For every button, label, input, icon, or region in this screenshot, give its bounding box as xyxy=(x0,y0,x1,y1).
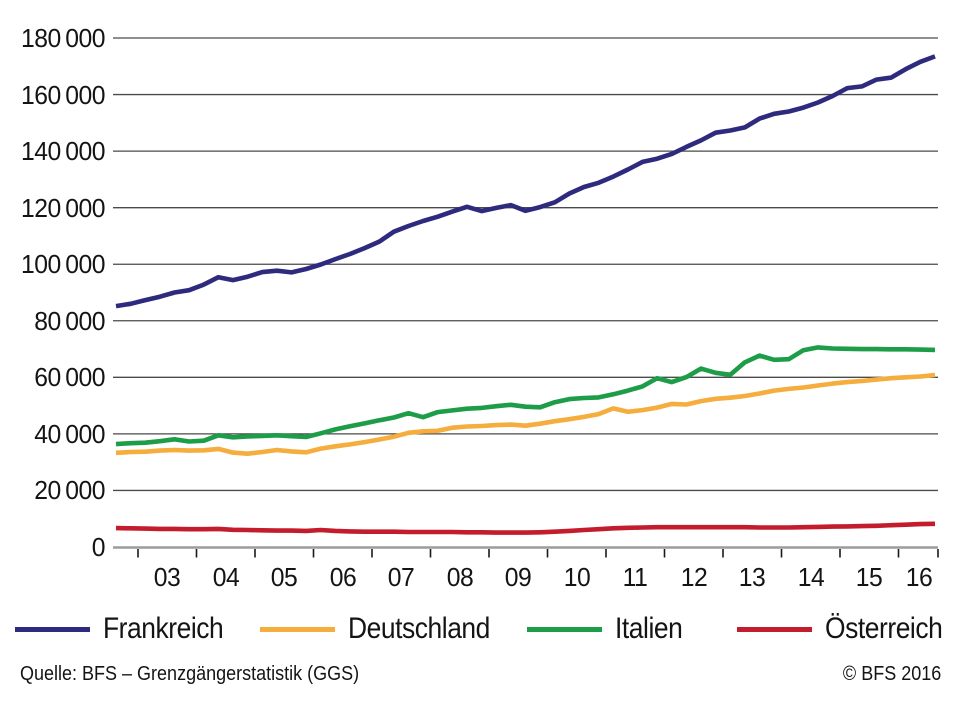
y-tick-label-120000: 120 000 xyxy=(20,192,106,223)
x-tick-label-03: 03 xyxy=(153,562,181,592)
legend-swatch-deutschland xyxy=(260,626,335,632)
legend-item-deutschland: Deutschland xyxy=(260,612,509,646)
x-tick-label-11: 11 xyxy=(622,562,648,592)
legend-swatch-frankreich xyxy=(15,626,90,632)
y-tick-label-20000: 20 000 xyxy=(34,475,105,506)
legend-label-sterreich: Österreich xyxy=(825,612,943,645)
series-line-italien xyxy=(115,345,936,447)
x-tick-label-04: 04 xyxy=(212,562,240,592)
y-tick-label-60000: 60 000 xyxy=(34,362,105,393)
legend-label-italien: Italien xyxy=(615,612,683,645)
x-tick-label-08: 08 xyxy=(446,562,474,592)
source-note: Quelle: BFS – Grenzgängerstatistik (GGS) xyxy=(20,663,360,685)
series-line-frankreich xyxy=(115,54,936,309)
x-tick-label-13: 13 xyxy=(738,562,766,592)
y-tick-label-40000: 40 000 xyxy=(34,418,105,449)
legend-item-italien: Italien xyxy=(527,612,692,646)
series-line-sterreich xyxy=(115,521,936,535)
legend-swatch-italien xyxy=(527,626,602,632)
x-tick-label-06: 06 xyxy=(329,562,357,592)
x-tick-label-07: 07 xyxy=(387,562,415,592)
legend-item-frankreich: Frankreich xyxy=(15,612,240,646)
y-tick-label-160000: 160 000 xyxy=(20,79,106,110)
legend-swatch-sterreich xyxy=(737,626,812,632)
series-line-deutschland xyxy=(115,372,936,457)
x-tick-label-16: 16 xyxy=(905,562,933,592)
x-tick-label-10: 10 xyxy=(563,562,591,592)
legend-item-sterreich: Österreich xyxy=(737,612,958,646)
y-tick-label-180000: 180 000 xyxy=(20,23,106,53)
x-tick-label-12: 12 xyxy=(680,562,708,592)
y-tick-label-140000: 140 000 xyxy=(20,136,106,167)
y-tick-label-100000: 100 000 xyxy=(20,249,106,280)
y-tick-label-0: 0 xyxy=(91,532,106,562)
legend-label-frankreich: Frankreich xyxy=(103,612,224,645)
copyright-note: © BFS 2016 xyxy=(842,663,941,685)
x-tick-label-09: 09 xyxy=(504,562,532,592)
legend-label-deutschland: Deutschland xyxy=(348,612,490,645)
x-tick-label-15: 15 xyxy=(855,562,883,592)
x-tick-label-05: 05 xyxy=(270,562,298,592)
y-tick-label-80000: 80 000 xyxy=(34,305,105,336)
x-tick-label-14: 14 xyxy=(797,562,825,592)
